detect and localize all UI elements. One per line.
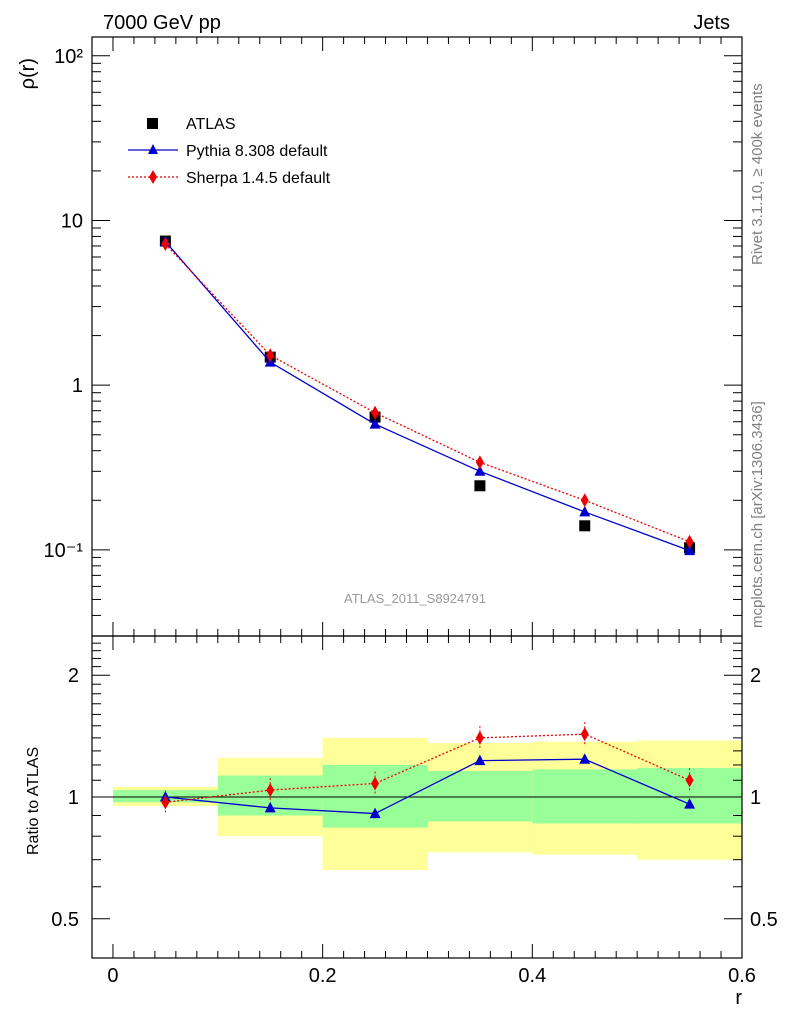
- ratio-y-axis-label: Ratio to ATLAS: [25, 747, 42, 855]
- ratio-y-tick-label-right: 1: [750, 787, 761, 809]
- ratio-point-diamond: [371, 776, 380, 791]
- ratio-point-diamond: [266, 783, 275, 798]
- analysis-watermark: ATLAS_2011_S8924791: [344, 591, 486, 606]
- ratio-point-triangle: [579, 753, 591, 764]
- x-tick-label: 0.4: [518, 965, 546, 987]
- x-tick-label: 0.2: [309, 965, 337, 987]
- main-y-tick-label: 10: [61, 210, 83, 232]
- main-point-diamond: [475, 455, 484, 470]
- ratio-y-tick-label-right: 0.5: [750, 909, 778, 931]
- ratio-plot-layer: 0 0.2 0.4 0.6 0.5 0.5 1 1 2 2: [51, 635, 778, 987]
- ratio-point-diamond: [475, 730, 484, 745]
- main-series-line-2: [164, 243, 690, 543]
- legend-label-pythia: Pythia 8.308 default: [186, 143, 328, 160]
- main-point-square: [579, 520, 591, 532]
- ratio-y-tick-label-left: 0.5: [51, 909, 79, 931]
- main-point-triangle: [369, 418, 381, 429]
- ratio-point-diamond: [580, 727, 589, 742]
- ratio-y-tick-label-left: 1: [68, 787, 79, 809]
- ratio-point-diamond: [685, 773, 694, 788]
- main-point-triangle: [579, 505, 591, 517]
- legend-label-sherpa: Sherpa 1.4.5 default: [186, 170, 331, 187]
- ratio-point-triangle: [369, 807, 381, 819]
- ratio-point-diamond: [161, 795, 170, 810]
- ratio-y-tick-label-left: 2: [68, 665, 79, 687]
- main-point-triangle: [474, 465, 486, 476]
- main-point-triangle: [684, 544, 696, 556]
- ratio-series-line-1: [165, 733, 690, 803]
- ratio-series-line-0: [165, 758, 690, 815]
- ratio-point-triangle: [684, 798, 696, 809]
- legend-marker-pythia: [148, 144, 158, 154]
- main-point-diamond: [161, 236, 170, 251]
- main-point-diamond: [580, 493, 589, 508]
- legend-marker-sherpa: [149, 170, 157, 184]
- ratio-band-inner: [427, 770, 533, 822]
- main-y-tick-label: 1: [72, 375, 83, 397]
- x-tick-label: 0: [107, 965, 118, 987]
- legend-marker-atlas: [147, 118, 158, 129]
- side-text-mcplots: mcplots.cern.ch [arXiv:1306.3436]: [749, 401, 766, 628]
- x-axis-label: r: [735, 987, 742, 1009]
- ratio-band-inner: [322, 764, 428, 828]
- main-point-diamond: [685, 534, 694, 549]
- main-point-diamond: [371, 405, 380, 420]
- main-y-tick-label: 10⁻¹: [44, 540, 84, 562]
- main-y-tick-label: 10²: [54, 46, 83, 68]
- chart-title-right: Jets: [693, 12, 730, 34]
- x-tick-label: 0.6: [728, 965, 756, 987]
- legend: ATLAS Pythia 8.308 default Sherpa 1.4.5 …: [128, 116, 331, 187]
- legend-label-atlas: ATLAS: [186, 116, 236, 133]
- main-point-square: [474, 480, 486, 492]
- main-point-diamond: [266, 348, 275, 363]
- chart-title-left: 7000 GeV pp: [103, 12, 221, 34]
- ratio-point-triangle: [264, 801, 276, 813]
- main-series-line-1: [164, 241, 690, 552]
- ratio-y-tick-label-right: 2: [750, 665, 761, 687]
- side-text-rivet: Rivet 3.1.10, ≥ 400k events: [749, 83, 766, 265]
- ratio-point-triangle: [474, 754, 486, 766]
- main-y-axis-label: ρ(r): [17, 58, 39, 89]
- ratio-band-inner: [532, 769, 638, 824]
